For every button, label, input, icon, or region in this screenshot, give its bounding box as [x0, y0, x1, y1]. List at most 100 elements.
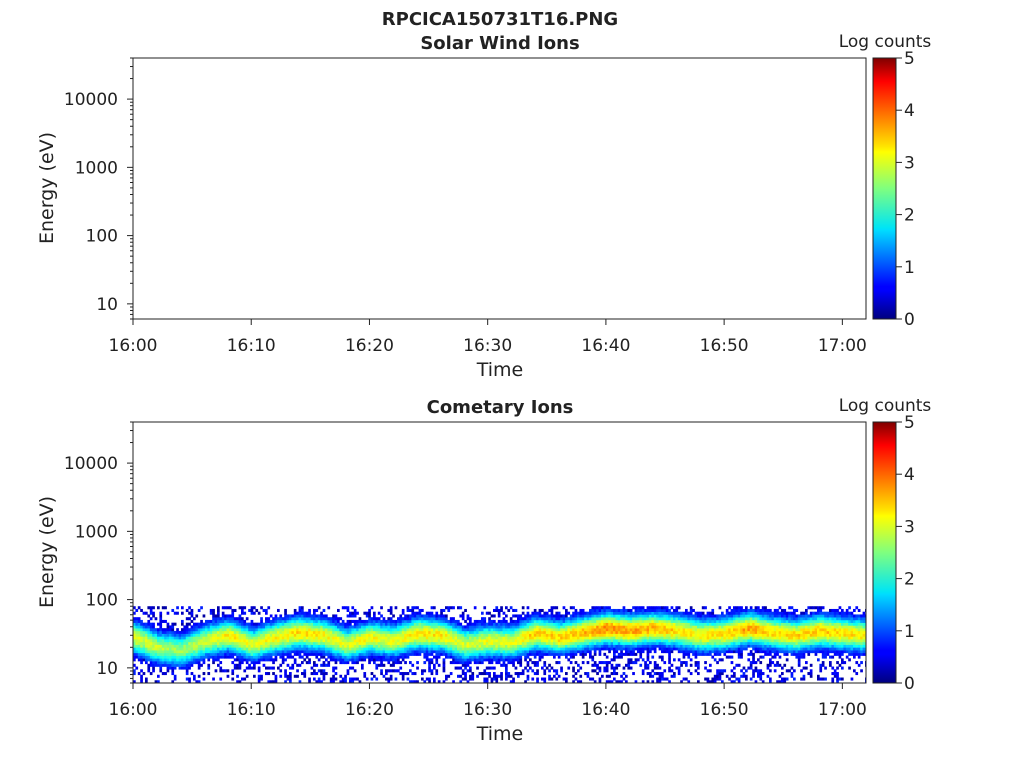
spectrogram-cell — [527, 645, 530, 648]
spectrogram-cell — [164, 658, 167, 661]
spectrogram-cell — [666, 645, 669, 648]
spectrogram-cell — [212, 642, 215, 645]
spectrogram-cell — [719, 620, 722, 623]
spectrogram-cell — [548, 620, 551, 623]
spectrogram-cell — [529, 614, 532, 617]
spectrogram-cell — [423, 642, 426, 645]
spectrogram-cell — [611, 639, 614, 642]
spectrogram-cell — [222, 620, 225, 623]
spectrogram-cell — [687, 650, 690, 653]
spectrogram-cell — [723, 620, 726, 623]
spectrogram-cell — [140, 625, 143, 628]
spectrogram-cell — [191, 614, 194, 617]
spectrogram-cell — [383, 645, 386, 648]
spectrogram-cell — [349, 628, 352, 631]
spectrogram-cell — [711, 650, 714, 653]
spectrogram-cell — [356, 628, 359, 631]
spectrogram-cell — [330, 617, 333, 620]
spectrogram-cell — [227, 656, 230, 659]
spectrogram-cell — [630, 658, 633, 661]
spectrogram-cell — [589, 636, 592, 639]
spectrogram-cell — [459, 634, 462, 637]
spectrogram-cell — [630, 645, 633, 648]
spectrogram-cell — [517, 620, 520, 623]
spectrogram-cell — [625, 617, 628, 620]
spectrogram-cell — [613, 669, 616, 672]
spectrogram-cell — [311, 636, 314, 639]
spectrogram-cell — [697, 623, 700, 626]
spectrogram-cell — [239, 606, 242, 609]
spectrogram-cell — [143, 653, 146, 656]
spectrogram-cell — [483, 620, 486, 623]
spectrogram-cell — [147, 606, 150, 609]
spectrogram-cell — [366, 653, 369, 656]
spectrogram-cell — [210, 634, 213, 637]
spectrogram-cell — [143, 645, 146, 648]
spectrogram-cell — [479, 650, 482, 653]
spectrogram-cell — [642, 658, 645, 661]
spectrogram-cell — [318, 631, 321, 634]
spectrogram-cell — [452, 642, 455, 645]
spectrogram-cell — [505, 634, 508, 637]
spectrogram-cell — [392, 669, 395, 672]
spectrogram-cell — [296, 631, 299, 634]
spectrogram-cell — [356, 658, 359, 661]
spectrogram-cell — [719, 625, 722, 628]
spectrogram-cell — [740, 606, 743, 609]
spectrogram-cell — [279, 639, 282, 642]
spectrogram-cell — [517, 614, 520, 617]
spectrogram-cell — [299, 653, 302, 656]
spectrogram-cell — [409, 628, 412, 631]
spectrogram-cell — [474, 656, 477, 659]
spectrogram-cell — [407, 672, 410, 675]
spectrogram-cell — [241, 636, 244, 639]
spectrogram-cell — [241, 653, 244, 656]
spectrogram-cell — [272, 661, 275, 664]
spectrogram-cell — [536, 669, 539, 672]
spectrogram-cell — [606, 620, 609, 623]
spectrogram-cell — [539, 647, 542, 650]
spectrogram-cell — [510, 656, 513, 659]
spectrogram-cell — [558, 617, 561, 620]
spectrogram-cell — [455, 656, 458, 659]
spectrogram-cell — [361, 664, 364, 667]
spectrogram-cell — [464, 653, 467, 656]
spectrogram-cell — [366, 647, 369, 650]
spectrogram-cell — [219, 650, 222, 653]
spectrogram-cell — [589, 628, 592, 631]
spectrogram-cell — [464, 658, 467, 661]
spectrogram-cell — [135, 625, 138, 628]
spectrogram-cell — [673, 625, 676, 628]
spectrogram-cell — [421, 645, 424, 648]
spectrogram-cell — [342, 606, 345, 609]
spectrogram-cell — [198, 661, 201, 664]
spectrogram-cell — [169, 628, 172, 631]
spectrogram-cell — [515, 614, 518, 617]
spectrogram-cell — [687, 628, 690, 631]
spectrogram-cell — [709, 636, 712, 639]
spectrogram-cell — [368, 661, 371, 664]
spectrogram-cell — [663, 606, 666, 609]
spectrogram-cell — [457, 645, 460, 648]
spectrogram-cell — [627, 642, 630, 645]
spectrogram-cell — [440, 647, 443, 650]
spectrogram-cell — [431, 614, 434, 617]
spectrogram-cell — [469, 617, 472, 620]
spectrogram-cell — [594, 669, 597, 672]
spectrogram-cell — [330, 628, 333, 631]
spectrogram-cell — [582, 609, 585, 612]
spectrogram-cell — [687, 645, 690, 648]
spectrogram-cell — [726, 636, 729, 639]
spectrogram-cell — [452, 631, 455, 634]
spectrogram-cell — [728, 636, 731, 639]
spectrogram-cell — [186, 650, 189, 653]
spectrogram-cell — [531, 636, 534, 639]
colorbar-tick-label: 1 — [904, 258, 915, 278]
spectrogram-cell — [433, 631, 436, 634]
spectrogram-cell — [354, 658, 357, 661]
spectrogram-cell — [654, 645, 657, 648]
spectrogram-cell — [714, 617, 717, 620]
spectrogram-cell — [150, 647, 153, 650]
spectrogram-cell — [512, 636, 515, 639]
spectrogram-cell — [301, 656, 304, 659]
